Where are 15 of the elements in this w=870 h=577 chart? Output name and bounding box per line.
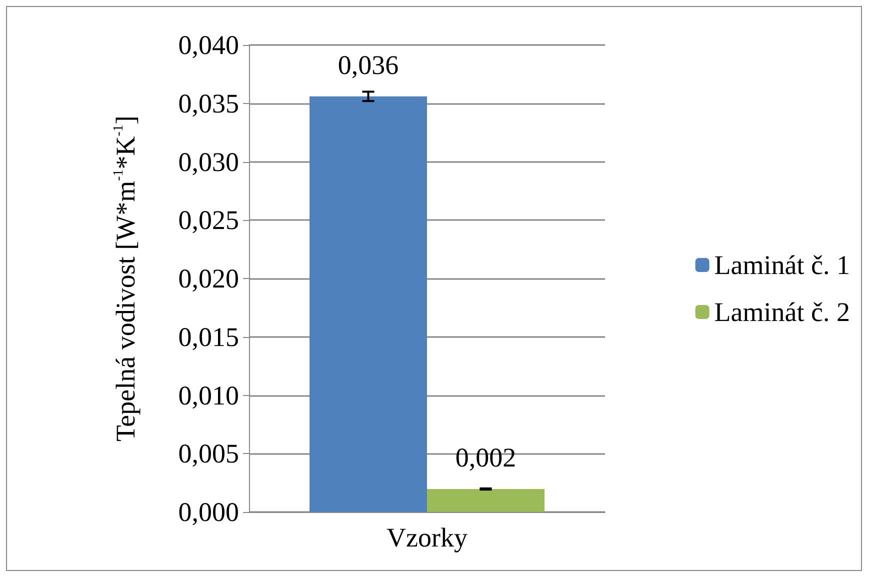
y-tick-label: 0,010: [178, 380, 239, 410]
legend-label: Laminát č. 1: [714, 250, 850, 280]
data-label: 0,002: [455, 442, 516, 472]
y-tick-label: 0,020: [178, 264, 239, 294]
data-label: 0,036: [338, 50, 399, 80]
y-tick-label: 0,005: [178, 438, 239, 469]
y-tick-label: 0,000: [178, 497, 239, 527]
y-tick-label: 0,035: [178, 88, 239, 118]
y-tick-label: 0,030: [178, 146, 239, 177]
legend-label: Laminát č. 2: [714, 297, 850, 327]
y-axis-title: Tepelná vodivost [W*m-1*K-1]: [110, 116, 140, 442]
y-tick-label: 0,015: [178, 322, 239, 352]
y-tick-label: 0,040: [178, 30, 239, 60]
x-tick-label: Vzorky: [386, 522, 468, 552]
y-tick-label: 0,025: [178, 205, 239, 236]
